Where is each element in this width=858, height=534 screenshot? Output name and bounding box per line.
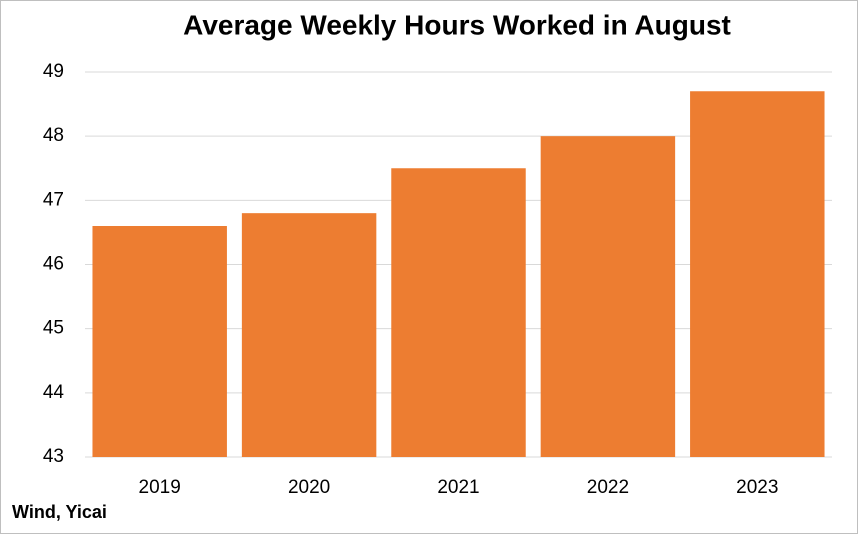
y-tick-label: 49 <box>43 61 64 82</box>
bar <box>241 213 377 457</box>
x-tick-label: 2020 <box>288 477 330 498</box>
chart-title: Average Weekly Hours Worked in August <box>183 9 731 40</box>
bar <box>391 168 526 457</box>
bar <box>540 136 676 457</box>
y-tick-label: 44 <box>43 382 65 403</box>
y-tick-label: 47 <box>43 189 64 210</box>
bar <box>690 91 825 457</box>
y-tick-label: 43 <box>43 446 64 467</box>
x-tick-label: 2019 <box>139 477 181 498</box>
x-tick-label: 2023 <box>736 477 778 498</box>
x-tick-label: 2022 <box>587 477 629 498</box>
bar <box>92 226 227 457</box>
y-tick-label: 46 <box>43 254 64 275</box>
x-tick-label: 2021 <box>437 477 479 498</box>
y-tick-label: 48 <box>43 125 64 146</box>
y-tick-label: 45 <box>43 318 64 339</box>
source: Wind, Yicai <box>12 502 107 522</box>
